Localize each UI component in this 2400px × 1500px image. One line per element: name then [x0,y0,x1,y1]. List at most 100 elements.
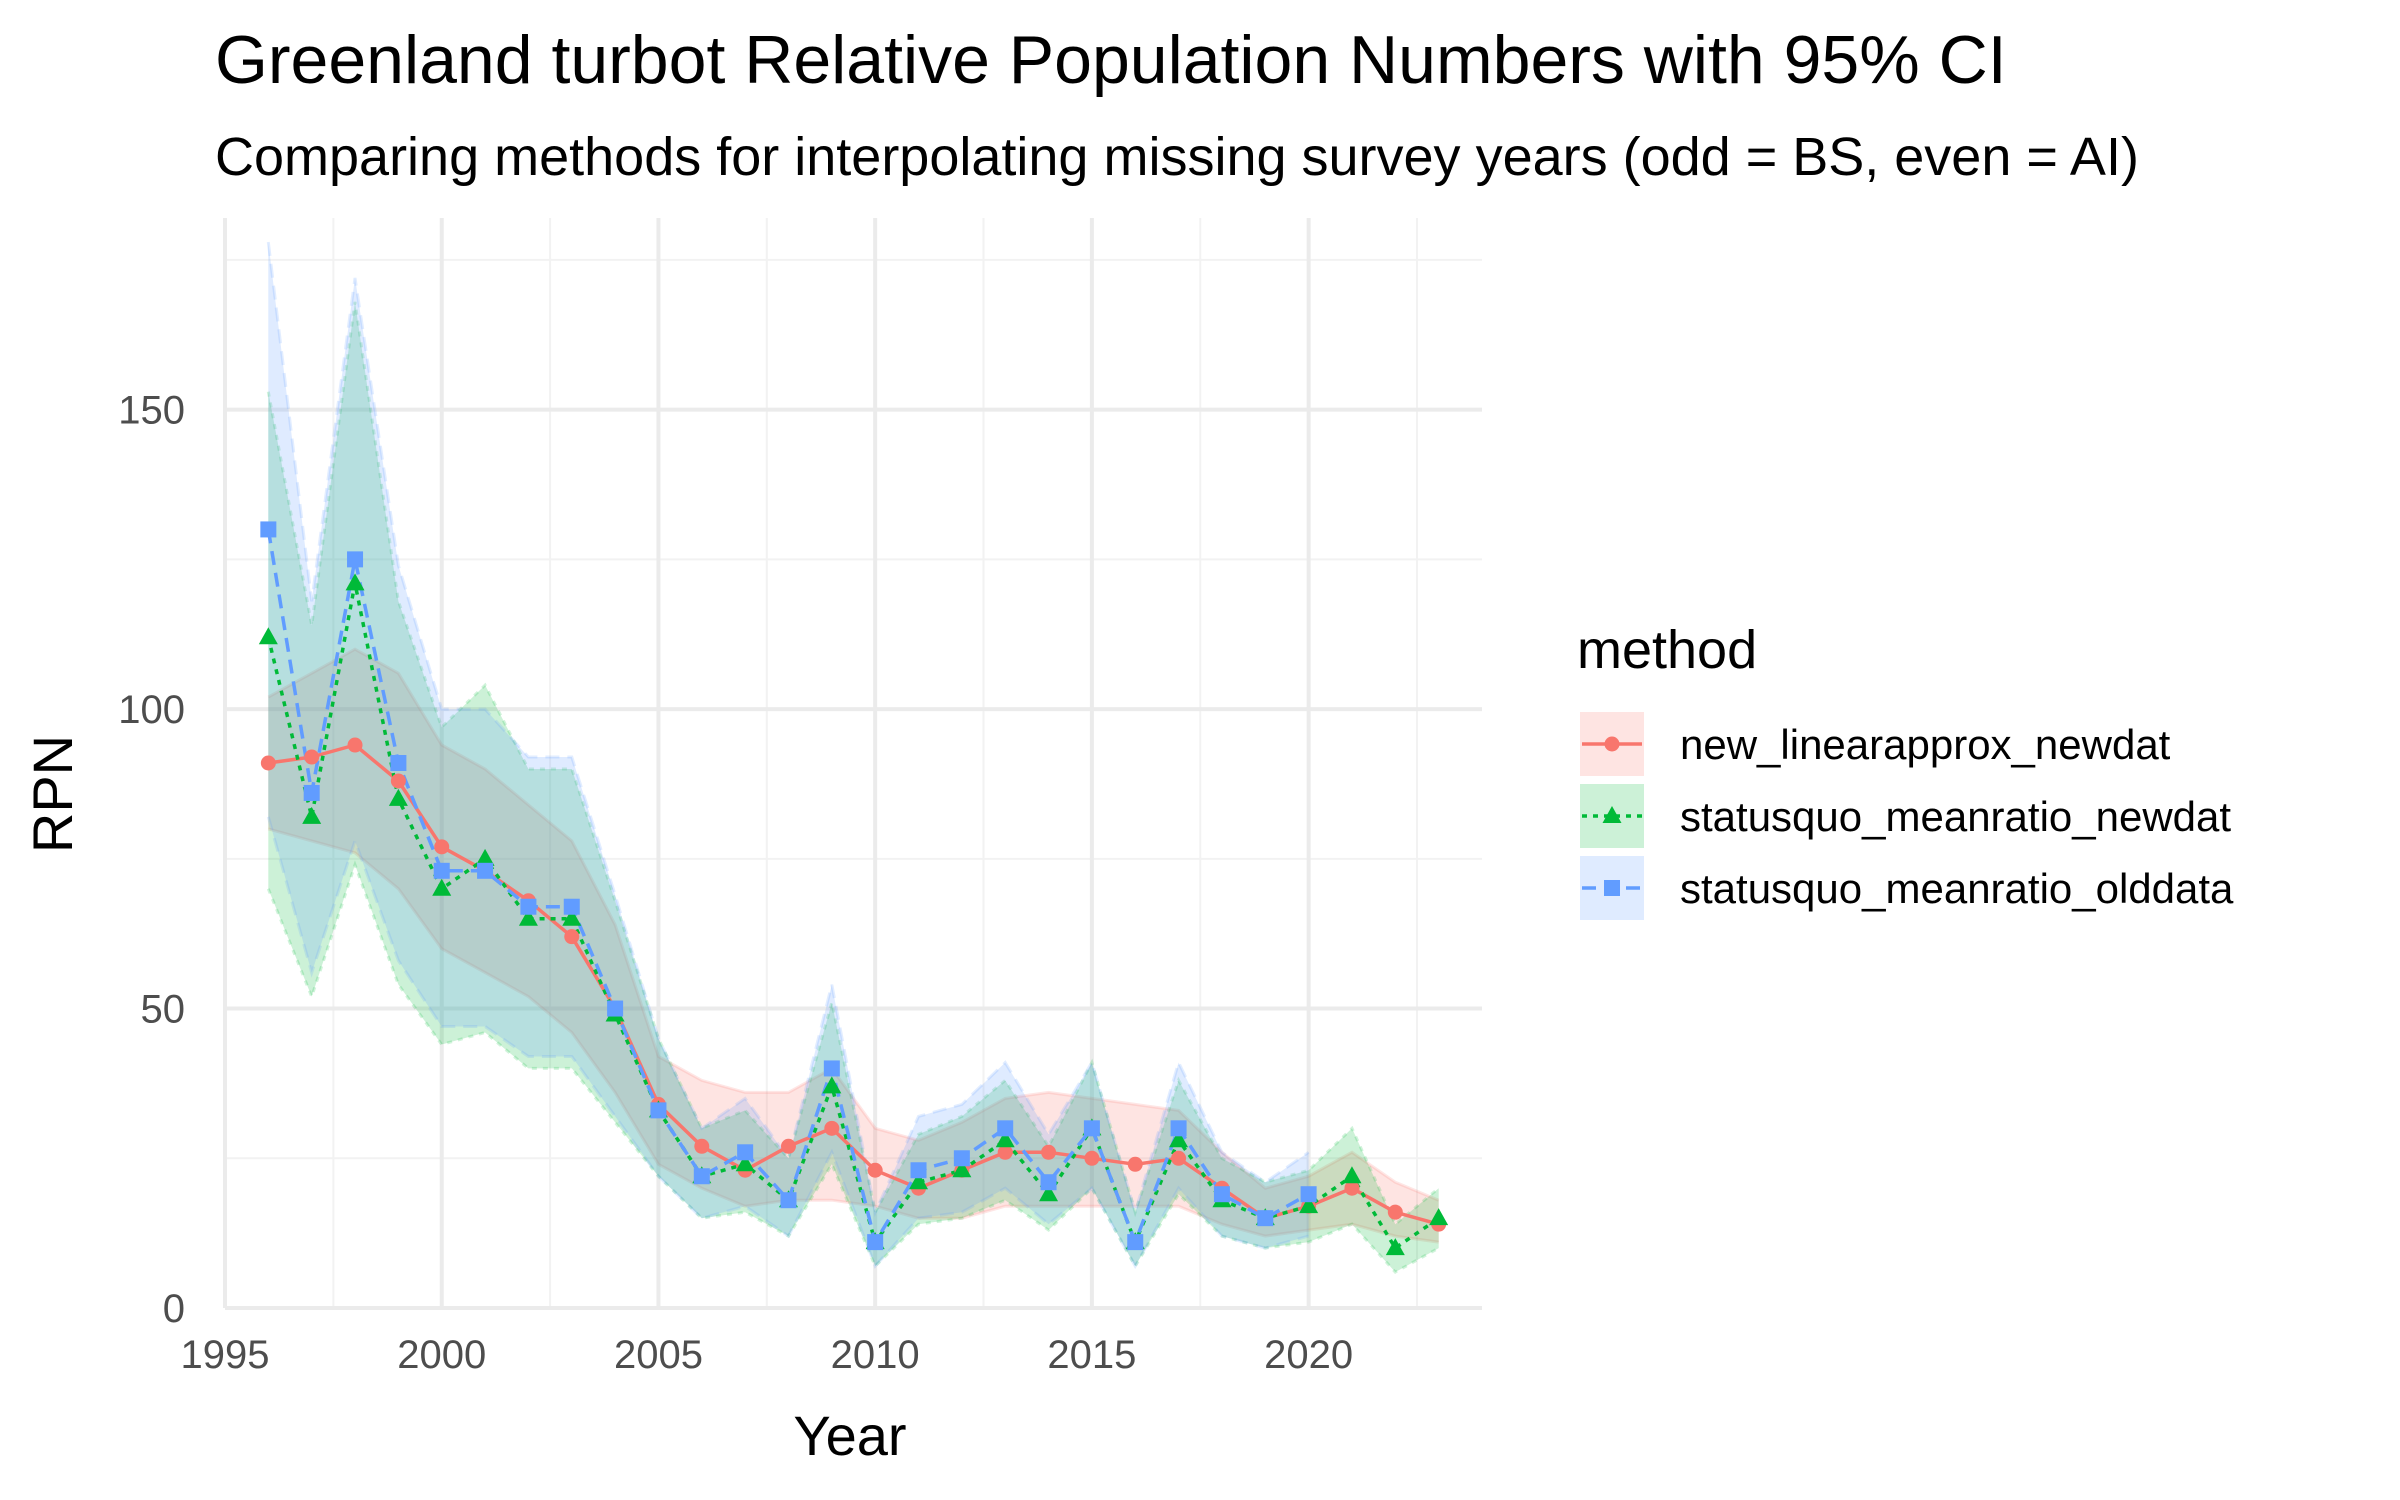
data-point [607,1000,624,1017]
data-point [822,1076,842,1094]
ci-upper-edge [267,647,1440,1202]
ci-upper-edge [266,301,1440,1227]
ci-ribbon [268,242,1309,1267]
data-point [867,1162,883,1178]
data-point [520,898,537,915]
data-point [1385,1238,1405,1256]
x-axis-title: Year [793,1404,906,1467]
data-point [735,1154,755,1172]
data-point [1213,1186,1230,1203]
data-point [1040,1174,1057,1191]
legend-title: method [1577,620,1757,680]
data-point [1041,1144,1057,1160]
data-point [562,908,582,926]
x-tick-label: 2000 [397,1333,486,1377]
legend-label: statusquo_meanratio_olddata [1680,865,2234,912]
data-point [953,1150,970,1167]
data-point [434,839,450,855]
ci-ribbon-layer [266,241,1440,1274]
legend-label: statusquo_meanratio_newdat [1680,793,2231,840]
data-point [780,1138,796,1154]
legend-items: new_linearapprox_newdat statusquo_meanrat… [1580,712,2234,920]
grid-layer [223,218,1482,1310]
data-point [345,573,365,591]
data-point [390,755,407,771]
data-point [1169,1130,1189,1148]
data-point [1344,1180,1360,1196]
legend-label: new_linearapprox_newdat [1680,721,2171,768]
data-point [1039,1184,1059,1202]
data-point [347,737,363,753]
data-point [1083,1120,1100,1137]
ci-ribbon [268,649,1439,1243]
data-point [347,551,364,568]
data-point [564,929,580,945]
legend-item: new_linearapprox_newdat [1580,712,2171,776]
data-point [780,1192,797,1209]
data-point [650,1102,667,1119]
chart-title: Greenland turbot Relative Population Num… [215,22,2007,98]
data-point [1299,1196,1319,1214]
tick-label-layer: 1995 2000 2005 2010 2015 2020 0 50 100 150 [118,389,1353,1377]
data-point [867,1234,884,1251]
data-point [260,755,276,771]
ci-lower-edge [267,827,1439,1244]
x-tick-label: 2015 [1047,1333,1136,1377]
legend-key-marker [1602,806,1622,823]
data-point [432,878,452,896]
x-tick-label: 2020 [1264,1333,1353,1377]
data-point [694,1138,710,1154]
data-point [258,627,278,645]
y-tick-label: 0 [163,1287,185,1331]
series-point-layer [258,521,1449,1256]
data-point [693,1168,710,1185]
data-point [563,898,580,915]
series-line [266,581,1440,1250]
ci-lower-edge [266,816,1310,1270]
data-point [390,773,406,789]
data-point [1429,1208,1449,1226]
data-point [388,788,408,806]
data-point [475,848,495,866]
data-point [910,1162,927,1179]
data-point [304,749,320,765]
data-point [1257,1210,1274,1227]
x-tick-label: 2010 [831,1333,920,1377]
data-point [1387,1204,1403,1220]
data-point [303,784,320,801]
data-point [995,1130,1015,1148]
data-point [823,1060,840,1077]
ci-ribbon [268,301,1439,1273]
x-tick-label: 2005 [614,1333,703,1377]
y-tick-label: 100 [118,688,185,732]
y-tick-label: 50 [141,988,186,1032]
chart-subtitle: Comparing methods for interpolating miss… [215,127,2139,187]
data-point [952,1160,972,1178]
data-point [909,1172,929,1190]
data-point [1300,1186,1317,1203]
legend-key-marker [1604,736,1620,752]
y-tick-label: 150 [118,389,185,433]
data-point [302,806,322,824]
ci-upper-edge [266,241,1310,1218]
data-point [997,1144,1013,1160]
data-point [260,521,277,538]
data-point [477,862,494,879]
x-tick-label: 1995 [181,1333,270,1377]
data-point [518,908,538,926]
data-point [737,1144,754,1161]
data-point [1342,1166,1362,1184]
data-point [1171,1150,1187,1166]
data-point [1127,1156,1143,1172]
data-point [1084,1150,1100,1166]
legend: method new_linearapprox_newdat statusquo_… [1577,620,2234,920]
y-axis-title: RPN [21,735,84,853]
data-point [1127,1234,1144,1251]
data-point [1170,1120,1187,1137]
data-point [433,862,450,879]
data-point [997,1120,1014,1137]
ci-lower-edge [266,860,1440,1274]
legend-item: statusquo_meanratio_olddata [1580,856,2234,920]
